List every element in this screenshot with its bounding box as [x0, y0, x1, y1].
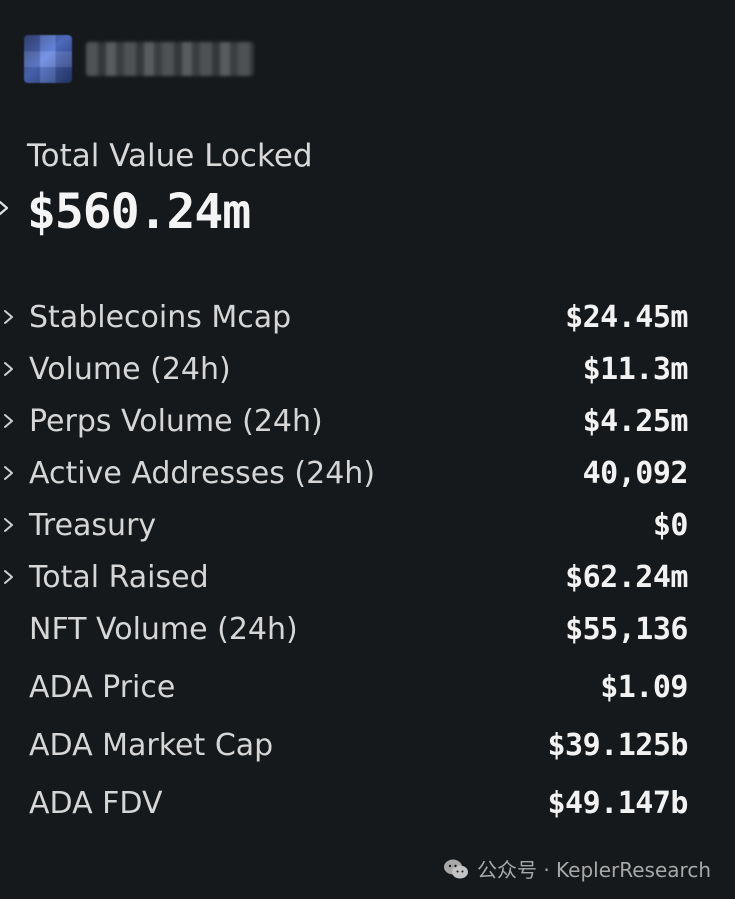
watermark-text: 公众号 · KeplerResearch: [476, 858, 711, 882]
protocol-header: [24, 34, 254, 84]
metric-row-nft-volume-24h: NFT Volume (24h) $55,136: [0, 606, 735, 658]
tvl-expand-chevron-icon[interactable]: [0, 196, 12, 220]
metric-row-ada-fdv: ADA FDV $49.147b: [0, 780, 735, 832]
metric-label: Total Raised: [29, 560, 209, 595]
chevron-right-icon[interactable]: [2, 358, 16, 380]
metric-row-ada-price: ADA Price $1.09: [0, 664, 735, 716]
metric-label: NFT Volume (24h): [29, 612, 298, 647]
metric-value: $55,136: [565, 612, 688, 647]
protocol-avatar[interactable]: [24, 35, 72, 83]
wechat-icon: [443, 859, 468, 878]
metric-value: $4.25m: [582, 404, 689, 439]
tvl-label: Total Value Locked: [27, 138, 313, 174]
chevron-right-icon[interactable]: [2, 306, 16, 328]
metric-row-total-raised[interactable]: Total Raised $62.24m: [0, 554, 735, 606]
chevron-right-icon[interactable]: [2, 462, 16, 484]
protocol-name-redacted: [86, 42, 254, 76]
chevron-right-icon[interactable]: [2, 514, 16, 536]
metric-row-active-addresses-24h[interactable]: Active Addresses (24h) 40,092: [0, 450, 735, 502]
tvl-value: $560.24m: [27, 184, 251, 240]
metric-value: $1.09: [600, 670, 688, 705]
metric-label: Perps Volume (24h): [29, 404, 323, 439]
metric-value: $24.45m: [565, 300, 688, 335]
metric-row-perps-volume-24h[interactable]: Perps Volume (24h) $4.25m: [0, 398, 735, 450]
metric-label: Treasury: [29, 508, 157, 543]
metric-value: $62.24m: [565, 560, 688, 595]
metric-value: 40,092: [582, 456, 689, 491]
metric-value: $39.125b: [547, 728, 689, 763]
chevron-right-icon[interactable]: [2, 410, 16, 432]
metric-row-treasury[interactable]: Treasury $0: [0, 502, 735, 554]
metric-label: Volume (24h): [29, 352, 231, 387]
metric-value: $49.147b: [547, 786, 689, 821]
metric-value: $11.3m: [582, 352, 689, 387]
metric-label: Stablecoins Mcap: [29, 300, 292, 335]
metric-label: ADA Market Cap: [29, 728, 274, 763]
metric-label: Active Addresses (24h): [29, 456, 376, 491]
metric-label: ADA Price: [29, 670, 176, 705]
watermark: 公众号 · KeplerResearch: [443, 854, 711, 883]
chevron-right-icon[interactable]: [2, 566, 16, 588]
metric-row-volume-24h[interactable]: Volume (24h) $11.3m: [0, 346, 735, 398]
metric-label: ADA FDV: [29, 786, 163, 821]
metric-value: $0: [652, 508, 689, 543]
metric-row-stablecoins-mcap[interactable]: Stablecoins Mcap $24.45m: [0, 294, 735, 346]
metric-row-ada-market-cap: ADA Market Cap $39.125b: [0, 722, 735, 774]
